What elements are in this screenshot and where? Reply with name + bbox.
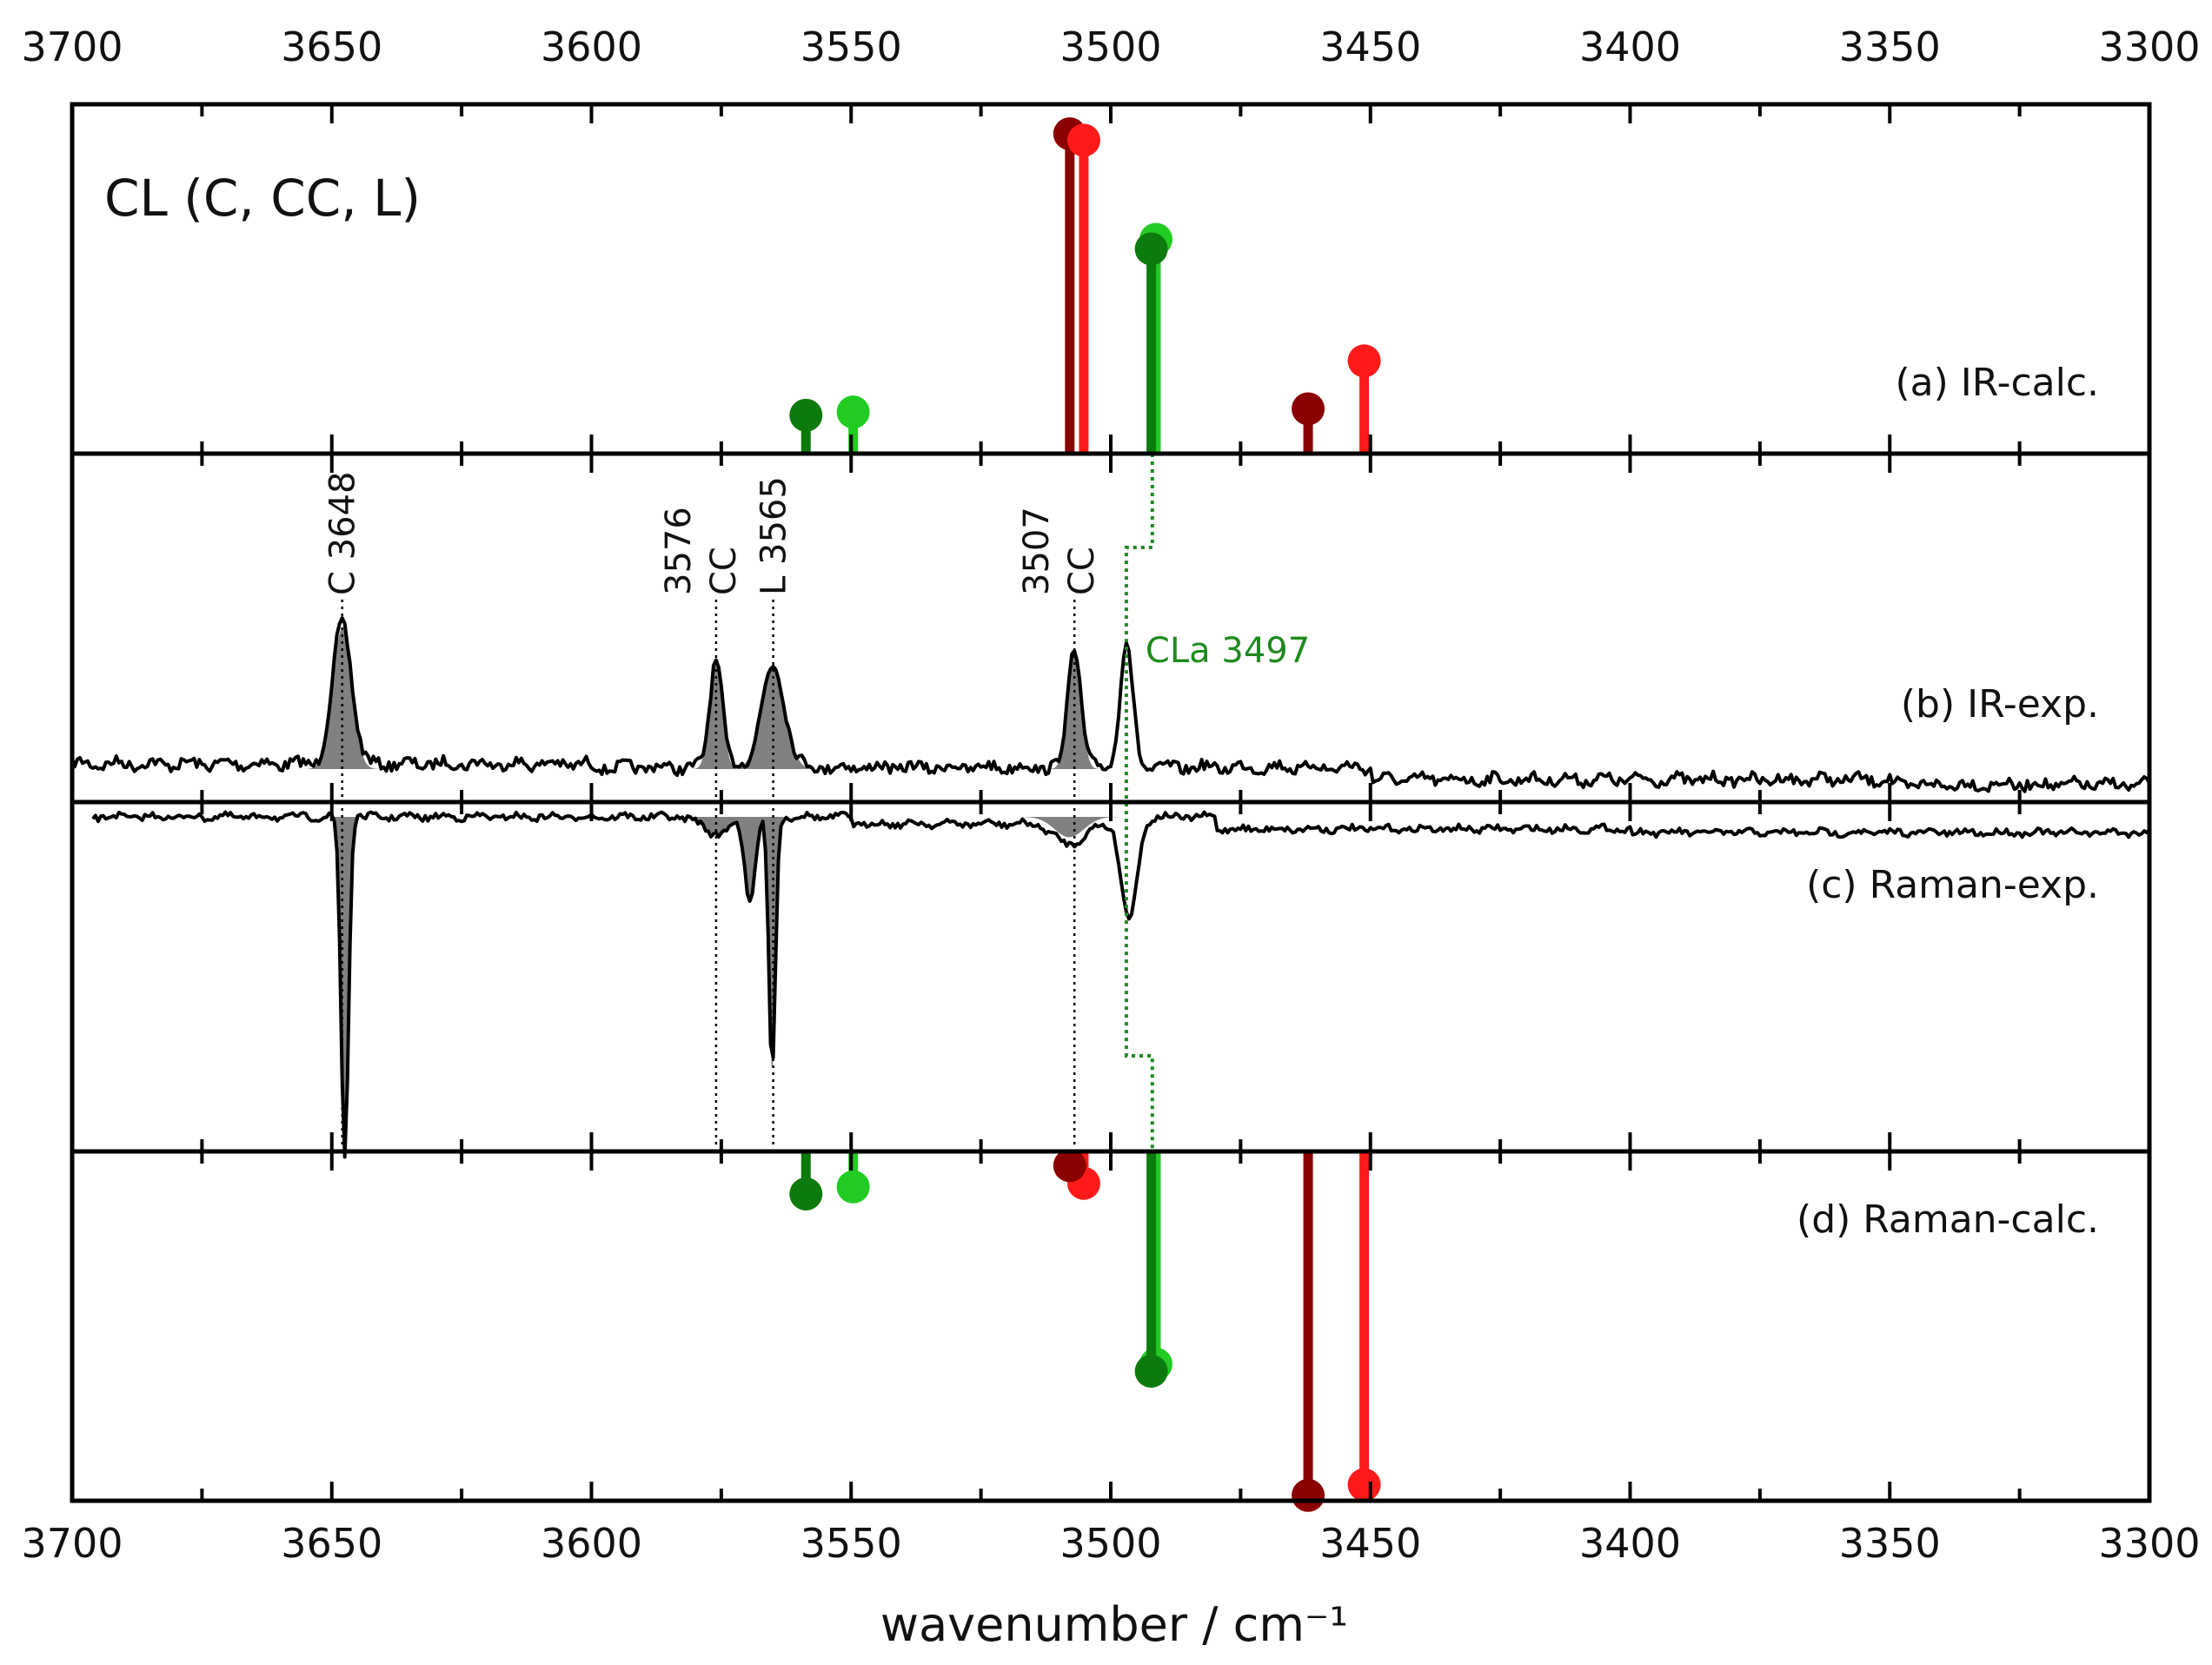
x-tick-label-bottom: 3350 (1839, 1520, 1941, 1567)
experimental-traces (70, 616, 2151, 1159)
x-tick-label-bottom: 3300 (2098, 1520, 2200, 1567)
chart-title: CL (C, CC, L) (104, 169, 421, 228)
peak-label: CC (1062, 547, 1102, 595)
raman-exp-peak-fill (657, 817, 774, 834)
x-tick-label-top: 3550 (800, 23, 902, 70)
raman-calc-stick-head (1134, 1354, 1168, 1388)
ir-calc-stick-head (1066, 123, 1100, 157)
trace-raman-exp (91, 810, 2151, 1159)
panel-label-b: (b) IR-exp. (1901, 682, 2099, 726)
x-axis-title: wavenumber / cm⁻¹ (880, 1597, 1348, 1652)
ir-exp-peak-fill (688, 660, 745, 769)
panel-label-c: (c) Raman-exp. (1806, 863, 2099, 907)
chart-text: CL (C, CC, L) wavenumber / cm⁻¹ 3700 3700… (21, 23, 2200, 1652)
raman-exp-peak-fill (726, 817, 774, 902)
peak-label-cla: CLa 3497 (1146, 631, 1310, 671)
raman-calc-stick-head (789, 1177, 823, 1211)
x-tick-label-bottom: 3500 (1060, 1520, 1161, 1567)
raman-calc-stick-head (836, 1170, 870, 1204)
x-tick-label-bottom: 3700 (21, 1520, 123, 1567)
raman-calc-stick-head (1292, 1478, 1325, 1512)
raman-calc-stick-head (1053, 1149, 1086, 1183)
guide-lines (341, 454, 1154, 1151)
ir-exp-peak-fill (1044, 650, 1105, 769)
x-tick-label-top: 3600 (541, 23, 642, 70)
cla-guide-line (1124, 454, 1154, 1151)
trace-ir-exp (70, 616, 2151, 793)
x-tick-label-top: 3400 (1579, 23, 1681, 70)
ir-calc-stick-head (1347, 344, 1381, 378)
peak-label: 3507 (1017, 507, 1057, 595)
raman-exp-peak-fill (1002, 817, 1136, 838)
x-tick-label-bottom: 3600 (541, 1520, 642, 1567)
x-tick-label-top: 3450 (1319, 23, 1421, 70)
x-tick-label-top: 3500 (1060, 23, 1161, 70)
panel-label-d: (d) Raman-calc. (1797, 1197, 2099, 1242)
axis-ticks (70, 104, 2151, 1501)
x-tick-label-top: 3350 (1839, 23, 1941, 70)
x-tick-label-bottom: 3400 (1579, 1520, 1681, 1567)
calculated-sticks (789, 117, 1381, 1512)
peak-label: C 3648 (323, 472, 363, 595)
x-tick-label-bottom: 3450 (1319, 1520, 1421, 1567)
ir-calc-stick-head (1134, 232, 1168, 266)
raman-exp-peak-fill (328, 817, 362, 1155)
peak-label: 3576 (659, 507, 699, 595)
ir-calc-stick-head (1292, 392, 1325, 426)
peak-label: CC (704, 547, 744, 595)
panel-label-a: (a) IR-calc. (1896, 361, 2099, 405)
peak-label: L 3565 (754, 476, 794, 595)
ir-calc-stick-head (789, 398, 823, 432)
ir-calc-stick-head (836, 395, 870, 429)
x-tick-label-top: 3700 (21, 23, 123, 70)
raman-calc-stick-head (1347, 1468, 1381, 1502)
x-tick-label-top: 3650 (281, 23, 382, 70)
x-tick-label-bottom: 3650 (281, 1520, 382, 1567)
x-tick-label-top: 3300 (2098, 23, 2200, 70)
x-tick-label-bottom: 3550 (800, 1520, 902, 1567)
